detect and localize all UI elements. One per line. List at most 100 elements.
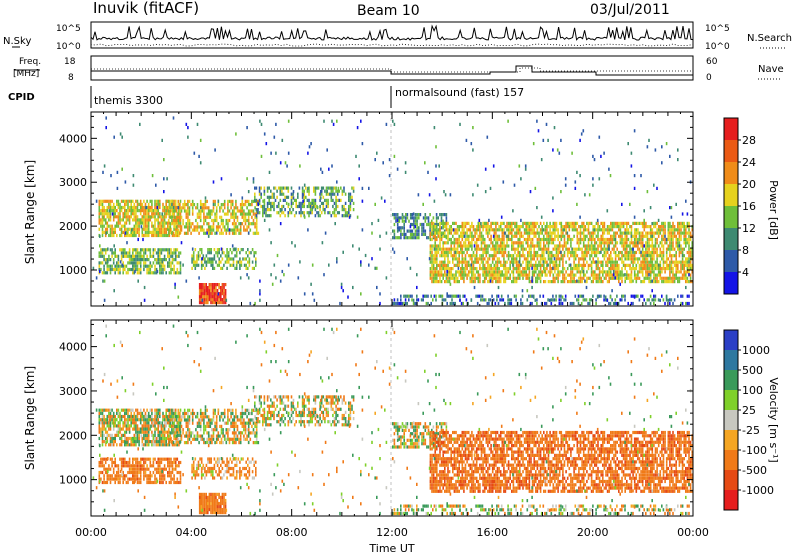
- power-echo-cell: [178, 251, 180, 254]
- power-echo-cell: [541, 216, 543, 219]
- power-echo-cell: [549, 299, 551, 302]
- power-echo-cell: [541, 251, 543, 254]
- power-echo-cell: [256, 229, 258, 232]
- power-echo-cell: [148, 268, 150, 271]
- power-echo-cell: [118, 271, 120, 274]
- power-echo-cell: [656, 248, 658, 251]
- power-echo-cell: [682, 248, 684, 251]
- power-echo-cell: [189, 222, 191, 225]
- power-echo-cell: [540, 270, 542, 273]
- power-echo-cell: [603, 298, 605, 301]
- power-echo-cell: [631, 254, 633, 257]
- power-echo-cell: [195, 225, 197, 228]
- power-echo-cell: [645, 274, 647, 277]
- power-echo-cell: [122, 206, 124, 209]
- power-echo-cell: [245, 267, 247, 270]
- power-echo-cell: [636, 267, 638, 270]
- power-echo-cell: [648, 232, 650, 235]
- power-echo-cell: [130, 268, 132, 271]
- power-echo-cell: [143, 248, 145, 251]
- power-echo-cell: [541, 225, 543, 228]
- power-echo-cell: [503, 280, 505, 283]
- power-echo-cell: [565, 270, 567, 273]
- power-echo-cell: [465, 254, 467, 257]
- power-echo-cell: [640, 295, 642, 298]
- power-echo-cell: [460, 277, 462, 280]
- power-echo-cell: [602, 225, 604, 228]
- power-echo-cell: [226, 299, 228, 302]
- power-echo-cell: [107, 268, 109, 271]
- power-echo-cell: [270, 202, 272, 205]
- power-echo-cell: [677, 244, 679, 247]
- power-echo-cell: [175, 255, 177, 258]
- power-echo-cell: [320, 196, 322, 199]
- power-echo-cell: [121, 234, 123, 237]
- power-echo-cell: [553, 254, 555, 257]
- power-echo-cell: [111, 206, 113, 209]
- power-echo-cell: [553, 238, 555, 241]
- power-echo-cell: [672, 277, 674, 280]
- power-echo-cell: [463, 225, 465, 228]
- power-echo-cell: [677, 241, 679, 244]
- power-echo-cell: [180, 261, 182, 264]
- power-echo-cell: [352, 244, 354, 247]
- power-echo-cell: [217, 289, 219, 292]
- power-echo-cell: [100, 212, 102, 215]
- power-echo-cell: [353, 208, 355, 211]
- power-echo-cell: [462, 295, 464, 298]
- power-echo-cell: [268, 196, 270, 199]
- power-echo-cell: [525, 168, 527, 171]
- power-echo-cell: [126, 232, 128, 235]
- power-echo-cell: [685, 264, 687, 267]
- power-echo-cell: [379, 235, 381, 238]
- power-echo-cell: [431, 248, 433, 251]
- velocity-echo-cell: [124, 412, 126, 415]
- power-echo-cell: [492, 244, 494, 247]
- power-echo-cell: [502, 244, 504, 247]
- power-echo-cell: [140, 248, 142, 251]
- power-echo-cell: [439, 274, 441, 277]
- power-echo-cell: [569, 280, 571, 283]
- power-echo-cell: [556, 257, 558, 260]
- power-echo-cell: [627, 302, 629, 305]
- power-echo-cell: [486, 277, 488, 280]
- power-echo-cell: [116, 203, 118, 206]
- power-echo-cell: [591, 280, 593, 283]
- power-echo-cell: [143, 228, 145, 231]
- power-echo-cell: [516, 264, 518, 267]
- power-echo-cell: [284, 199, 286, 202]
- power-echo-cell: [479, 264, 481, 267]
- power-echo-cell: [648, 277, 650, 280]
- power-echo-cell: [157, 200, 159, 203]
- power-echo-cell: [450, 274, 452, 277]
- power-echo-cell: [599, 241, 601, 244]
- power-echo-cell: [424, 295, 426, 298]
- power-echo-cell: [397, 223, 399, 226]
- power-echo-cell: [647, 244, 649, 247]
- power-echo-cell: [291, 196, 293, 199]
- power-echo-cell: [165, 228, 167, 231]
- power-echo-cell: [133, 174, 135, 177]
- power-echo-cell: [690, 280, 692, 283]
- power-echo-cell: [137, 231, 139, 234]
- power-echo-cell: [249, 257, 251, 260]
- power-echo-cell: [516, 248, 518, 251]
- power-echo-cell: [570, 222, 572, 225]
- power-echo-cell: [449, 251, 451, 254]
- power-echo-cell: [402, 302, 404, 305]
- power-echo-cell: [675, 241, 677, 244]
- power-echo-cell: [660, 228, 662, 231]
- power-echo-cell: [511, 280, 513, 283]
- power-echo-cell: [535, 254, 537, 257]
- power-echo-cell: [647, 264, 649, 267]
- power-echo-cell: [146, 209, 148, 212]
- power-echo-cell: [567, 274, 569, 277]
- power-echo-cell: [124, 268, 126, 271]
- power-echo-cell: [517, 270, 519, 273]
- power-echo-cell: [540, 241, 542, 244]
- power-echo-cell: [288, 203, 290, 206]
- power-echo-cell: [107, 265, 109, 268]
- power-echo-cell: [455, 280, 457, 283]
- power-echo-cell: [125, 232, 127, 235]
- power-echo-cell: [514, 267, 516, 270]
